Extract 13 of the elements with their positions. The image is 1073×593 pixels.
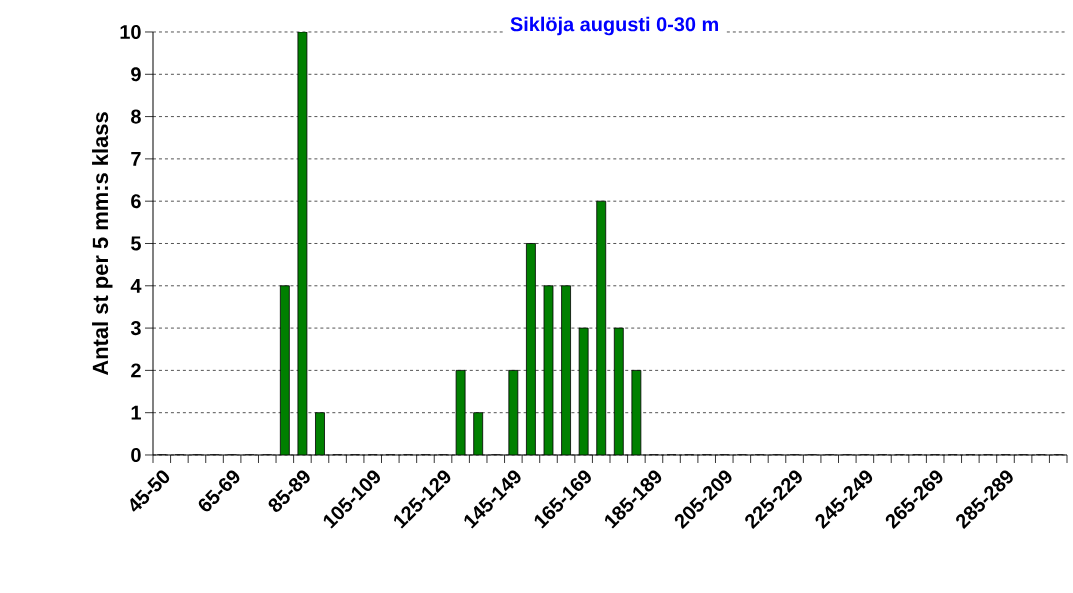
y-tick-label: 4 [130, 278, 142, 293]
y-tick-label: 9 [131, 67, 141, 82]
y-tick-label: 7 [131, 152, 141, 166]
y-tick-label: 6 [131, 194, 141, 209]
y-tick-label: 3 [130, 321, 141, 336]
y-tick-label: 0 [131, 447, 141, 463]
y-tick-label: 5 [131, 236, 141, 251]
chart-title: Siklöja augusti 0-30 m [510, 16, 718, 36]
y-tick-label: 8 [131, 109, 141, 124]
y-axis-title: Antal st per 5 mm:s klass [92, 112, 113, 376]
y-tick-label: 1 [131, 405, 141, 420]
y-tick-label: 2 [131, 363, 141, 378]
y-tick-label: 10 [120, 24, 141, 40]
